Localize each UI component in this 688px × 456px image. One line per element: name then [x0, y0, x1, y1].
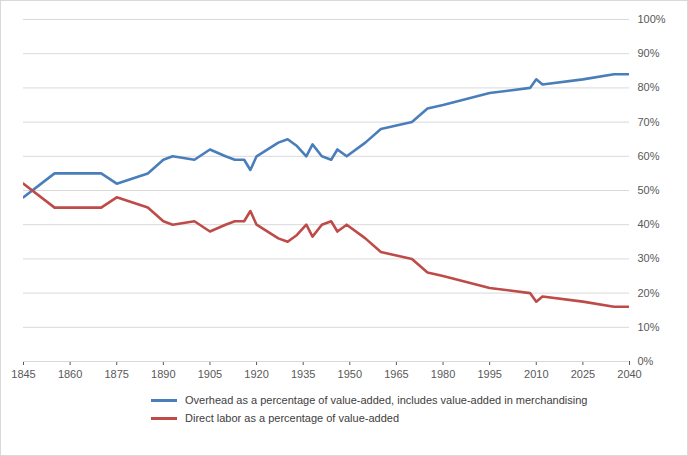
svg-text:0%: 0% [638, 355, 654, 367]
svg-text:1995: 1995 [477, 368, 501, 380]
svg-text:1920: 1920 [244, 368, 268, 380]
svg-text:70%: 70% [638, 116, 660, 128]
svg-text:1845: 1845 [11, 368, 35, 380]
svg-text:1980: 1980 [431, 368, 455, 380]
svg-text:90%: 90% [638, 47, 660, 59]
svg-text:1965: 1965 [384, 368, 408, 380]
html-text:Overhead as a percentage of va: Overhead as a percentage of value-added,… [185, 394, 588, 406]
html-text:Direct labor as a percentage o: Direct labor as a percentage of value-ad… [185, 412, 399, 424]
svg-text:2025: 2025 [571, 368, 595, 380]
svg-text:1890: 1890 [151, 368, 175, 380]
svg-text:100%: 100% [638, 13, 666, 25]
svg-text:1935: 1935 [291, 368, 315, 380]
svg-text:20%: 20% [638, 287, 660, 299]
svg-text:1860: 1860 [58, 368, 82, 380]
svg-text:40%: 40% [638, 218, 660, 230]
svg-text:80%: 80% [638, 81, 660, 93]
svg-text:2010: 2010 [524, 368, 548, 380]
svg-text:10%: 10% [638, 321, 660, 333]
svg-text:2040: 2040 [617, 368, 641, 380]
svg-text:1875: 1875 [104, 368, 128, 380]
svg-text:60%: 60% [638, 150, 660, 162]
svg-text:1905: 1905 [198, 368, 222, 380]
svg-text:30%: 30% [638, 252, 660, 264]
svg-text:1950: 1950 [338, 368, 362, 380]
svg-text:50%: 50% [638, 184, 660, 196]
